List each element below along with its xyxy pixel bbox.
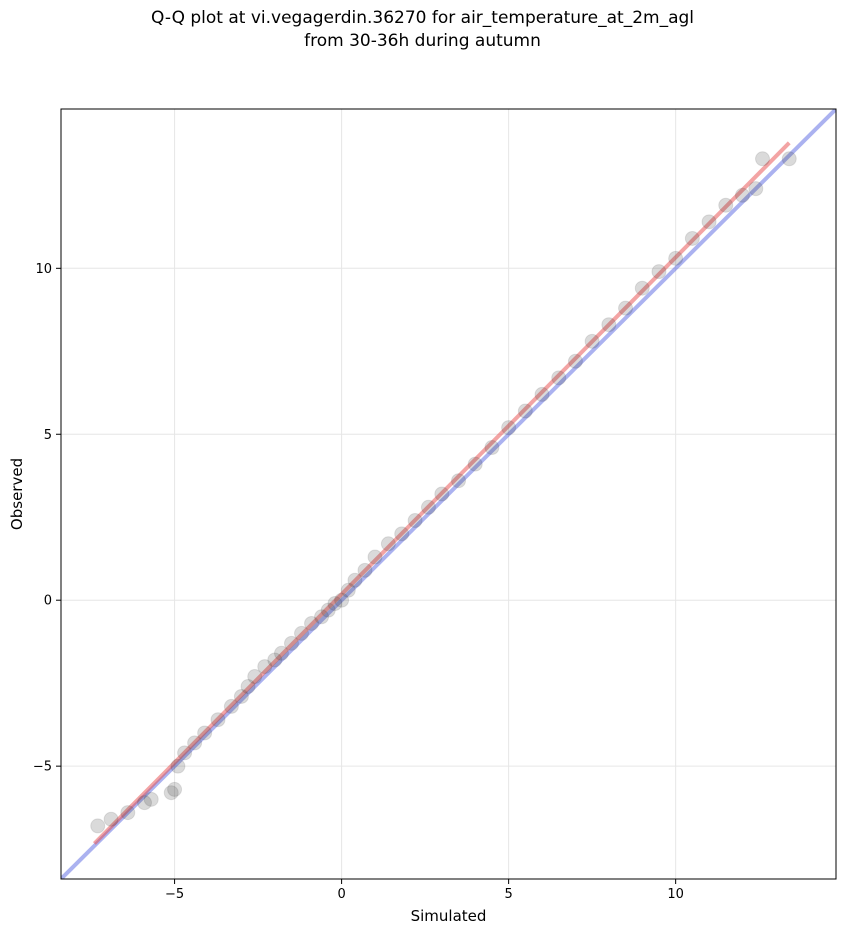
data-point <box>755 151 771 167</box>
data-point <box>367 549 383 565</box>
fit-line <box>92 141 791 845</box>
data-point <box>120 805 136 821</box>
data-point <box>223 698 239 714</box>
data-point <box>240 679 256 694</box>
data-point <box>684 230 700 246</box>
data-point <box>434 486 450 502</box>
grid-lines <box>61 109 836 879</box>
data-point <box>618 300 634 316</box>
data-point <box>394 526 410 542</box>
data-point <box>734 187 750 203</box>
data-point <box>103 811 119 827</box>
y-tick-label: 0 <box>44 594 52 609</box>
data-point <box>517 403 533 419</box>
data-point <box>467 456 483 472</box>
data-point <box>257 659 273 675</box>
data-point <box>187 735 203 751</box>
x-tick-label: 5 <box>504 887 512 902</box>
y-tick-label: −5 <box>33 760 52 775</box>
y-tick-label: 5 <box>44 428 52 443</box>
data-point <box>294 625 310 641</box>
data-point <box>718 197 734 213</box>
data-point <box>210 712 226 728</box>
data-point <box>320 602 336 618</box>
data-point <box>357 562 373 578</box>
data-point <box>177 745 193 761</box>
reference-line <box>61 109 836 879</box>
y-axis-label: Observed <box>8 458 26 530</box>
chart-title-line-1: Q-Q plot at vi.vegagerdin.36270 for air_… <box>150 8 695 28</box>
data-point <box>748 181 764 197</box>
y-axis-ticks: −5 0 5 10 <box>33 262 61 775</box>
data-point <box>634 280 650 296</box>
data-point <box>501 420 517 436</box>
x-axis-label: Simulated <box>411 907 487 925</box>
data-point <box>781 151 797 167</box>
data-point <box>347 572 363 588</box>
data-point <box>283 635 299 651</box>
data-point <box>451 473 467 489</box>
data-point <box>267 652 283 668</box>
reference-line-layer <box>61 109 836 879</box>
data-points <box>90 151 797 834</box>
data-point <box>420 499 436 515</box>
data-point <box>197 725 213 741</box>
x-tick-label: 10 <box>667 887 684 902</box>
chart-title-line-2: from 30-36h during autumn <box>304 31 541 51</box>
data-point <box>163 785 179 801</box>
x-axis-ticks: −5 0 5 10 <box>165 879 684 902</box>
x-tick-label: 0 <box>337 887 345 902</box>
data-point <box>651 264 667 280</box>
data-point <box>167 781 183 797</box>
data-point <box>170 758 186 774</box>
data-point <box>143 791 159 807</box>
x-tick-label: −5 <box>165 887 184 902</box>
data-point <box>137 795 153 811</box>
data-point <box>314 609 330 625</box>
data-point <box>327 596 343 612</box>
data-point <box>701 214 717 230</box>
data-point <box>551 370 567 386</box>
plot-frame <box>60 108 837 880</box>
data-point <box>340 582 356 598</box>
data-point <box>233 688 249 704</box>
data-point <box>247 669 263 685</box>
fit-line-layer <box>92 141 791 845</box>
data-point <box>90 818 106 834</box>
data-point <box>668 250 684 266</box>
data-point <box>334 592 350 608</box>
data-point <box>407 513 423 529</box>
data-point <box>534 386 550 402</box>
data-point <box>380 536 396 552</box>
data-point <box>567 353 583 369</box>
data-point <box>304 615 320 631</box>
data-point <box>484 440 500 456</box>
y-tick-label: 10 <box>35 262 52 277</box>
data-point <box>584 333 600 349</box>
data-point <box>601 317 617 333</box>
data-point <box>273 645 289 661</box>
